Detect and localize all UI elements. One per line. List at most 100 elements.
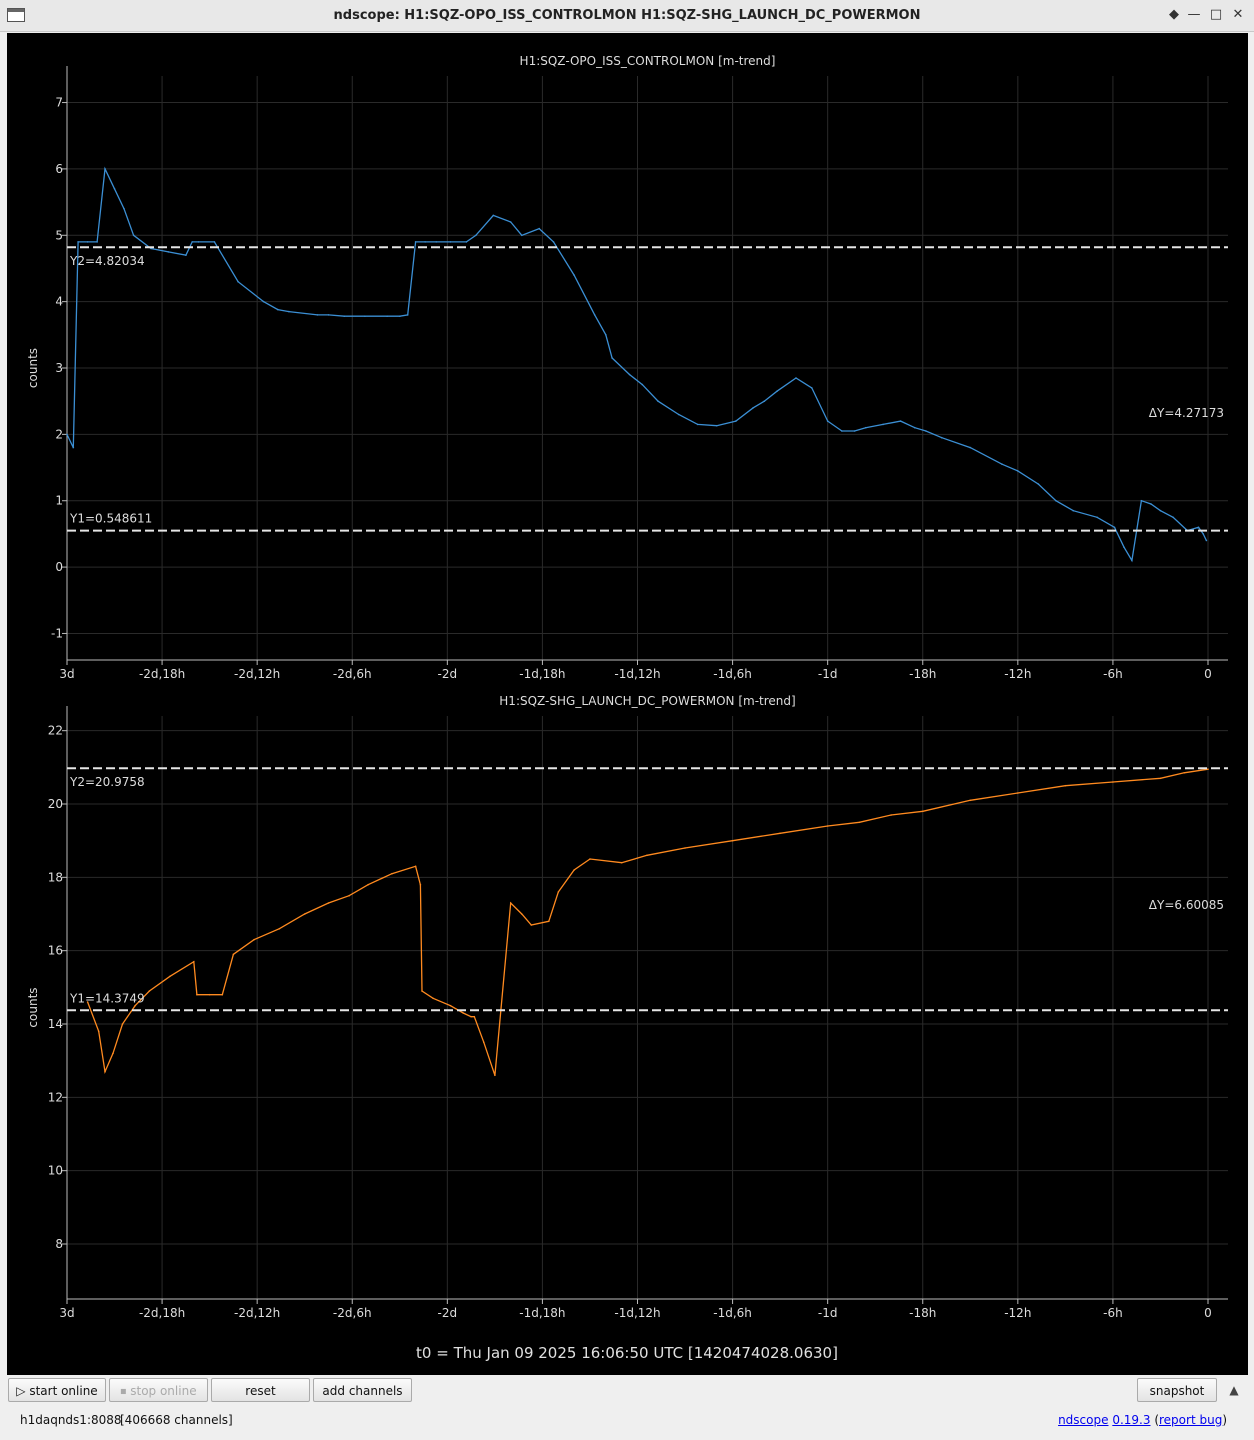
x-tick-label: -1d,12h: [614, 667, 660, 681]
data-point: [1131, 559, 1133, 562]
data-point: [169, 975, 171, 978]
data-point: [620, 861, 623, 864]
data-point: [657, 400, 659, 403]
y-tick-label: 8: [55, 1237, 63, 1251]
data-point: [197, 241, 200, 243]
data-point: [449, 241, 452, 243]
data-point: [221, 993, 224, 996]
plot-panel-2: [62, 706, 1228, 1304]
data-point: [715, 424, 718, 427]
data-point: [1017, 470, 1019, 472]
data-point: [811, 387, 813, 389]
data-point: [593, 314, 596, 316]
stop-online-button[interactable]: ⏹ stop online: [109, 1378, 208, 1402]
data-point: [509, 221, 512, 223]
data-point: [890, 814, 892, 816]
data-point: [1159, 777, 1162, 780]
shade-window-icon[interactable]: ◆: [1169, 7, 1179, 22]
data-point: [399, 315, 401, 318]
x-tick-label: -1d,18h: [519, 1306, 565, 1320]
data-point: [462, 1012, 465, 1014]
data-point: [696, 423, 699, 426]
data-point: [121, 1023, 124, 1025]
data-point: [1017, 792, 1019, 794]
y-tick-label: 5: [55, 228, 63, 242]
cursor-y2-label: Y2=20.9758: [69, 775, 145, 789]
server-address: h1daqnds1:8088: [20, 1413, 122, 1427]
data-point: [97, 1030, 100, 1033]
start-online-button[interactable]: ▷ start online: [8, 1378, 106, 1402]
x-tick-label: -1d,6h: [713, 1306, 752, 1320]
data-point: [1037, 483, 1040, 485]
data-point: [605, 334, 607, 336]
data-point: [419, 883, 422, 886]
x-tick-label: -12h: [1004, 1306, 1031, 1320]
data-point: [196, 993, 198, 996]
data-point: [414, 241, 417, 243]
version-link[interactable]: 0.19.3: [1112, 1413, 1151, 1427]
data-point: [864, 426, 867, 429]
version-info: ndscope 0.19.3 (report bug): [1058, 1413, 1227, 1427]
data-point: [763, 400, 766, 403]
data-point: [483, 1041, 485, 1044]
cursor-y1-label: Y1=14.3749: [69, 991, 145, 1005]
data-point: [1197, 526, 1200, 529]
y-tick-label: 18: [48, 870, 63, 884]
snapshot-button[interactable]: snapshot: [1137, 1378, 1217, 1402]
x-tick-label: -2d,12h: [234, 667, 280, 681]
collapse-arrow-icon[interactable]: ▲: [1229, 1383, 1239, 1397]
app-icon[interactable]: [7, 8, 25, 22]
data-point: [104, 1070, 106, 1073]
data-point: [367, 883, 369, 886]
y-axis-label: counts: [26, 348, 40, 388]
data-point: [262, 300, 265, 303]
data-point: [552, 241, 555, 243]
data-point: [1207, 768, 1209, 770]
data-point: [465, 241, 468, 243]
data-point: [925, 430, 927, 432]
minimize-icon[interactable]: —: [1187, 7, 1201, 22]
add-channels-button[interactable]: add channels: [313, 1378, 412, 1402]
data-point: [1140, 499, 1143, 502]
data-point: [589, 858, 591, 860]
data-point: [191, 241, 193, 243]
close-icon[interactable]: ✕: [1232, 7, 1244, 22]
ndscope-link[interactable]: ndscope: [1058, 1413, 1109, 1427]
data-point: [1055, 499, 1057, 502]
reset-button[interactable]: reset: [211, 1378, 310, 1402]
data-point: [684, 847, 686, 849]
data-point: [449, 1004, 452, 1007]
data-point: [113, 188, 116, 190]
data-point: [66, 433, 68, 436]
report-bug-link[interactable]: report bug: [1159, 1413, 1223, 1427]
data-point: [435, 241, 438, 243]
x-tick-label: -12h: [1004, 667, 1031, 681]
data-point: [853, 430, 856, 432]
data-point: [132, 234, 135, 237]
data-point: [327, 902, 330, 904]
series-line-1: [86, 768, 1209, 1076]
data-point: [253, 938, 255, 941]
data-point: [641, 383, 644, 386]
data-point: [941, 436, 943, 439]
data-point: [882, 423, 884, 426]
y-tick-label: 20: [48, 797, 63, 811]
data-point: [348, 894, 350, 897]
data-point: [1072, 509, 1075, 512]
cursor-delta-label: ΔY=6.60085: [1149, 898, 1224, 912]
data-point: [922, 810, 924, 813]
data-point: [432, 997, 434, 1000]
data-point: [473, 1015, 476, 1018]
y-tick-label: 3: [55, 361, 63, 375]
maximize-icon[interactable]: □: [1209, 7, 1223, 22]
series-line-1: [66, 166, 1207, 563]
y-tick-label: 10: [48, 1164, 63, 1178]
y-tick-label: 22: [48, 724, 63, 738]
data-point: [677, 413, 680, 416]
data-point: [134, 1004, 136, 1007]
plots-canvas[interactable]: 3d -2d,18h -2d,12h -2d,6h -2d -1d,18h -1d,12h -…: [7, 33, 1248, 1375]
data-point: [414, 865, 417, 868]
data-point: [288, 310, 290, 313]
plot-area[interactable]: 3d -2d,18h -2d,12h -2d,6h -2d -1d,18h -1d,12h -…: [7, 33, 1248, 1375]
data-point: [86, 241, 89, 243]
